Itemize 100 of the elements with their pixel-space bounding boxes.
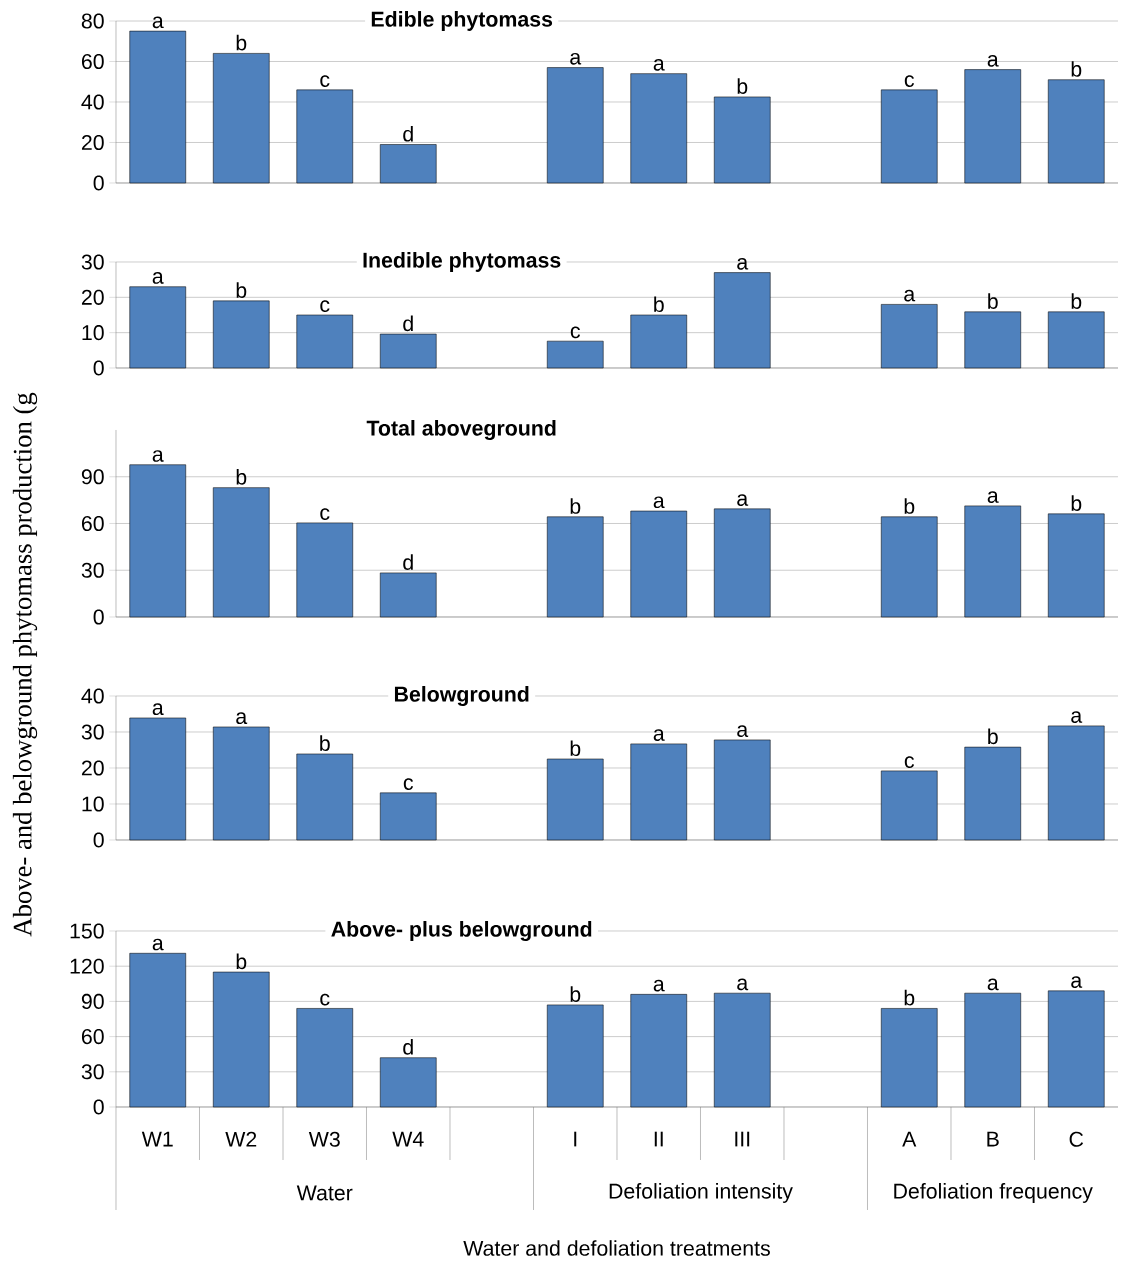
x-tick-label: W1 [141,1131,173,1147]
bar [379,792,437,841]
y-tick-label: 0 [93,832,104,848]
chart-title: Edible phytomass [371,11,553,31]
y-tick-label: 30 [81,1064,104,1080]
bar [713,992,771,1108]
data-label: b [737,78,748,94]
data-label: a [152,703,164,716]
bar [1047,990,1105,1108]
bar [630,73,688,184]
bar [129,286,187,369]
y-tick-label: 0 [93,609,104,625]
data-label: b [988,293,998,309]
bar [379,333,437,369]
data-label: a [987,54,999,67]
y-tick-label: 10 [82,325,104,341]
data-label: d [403,1039,413,1055]
data-label: a [1071,976,1083,988]
chart-title: Total aboveground [366,420,556,440]
data-label: d [403,315,413,332]
data-label: b [570,498,581,514]
data-label: a [1071,711,1083,723]
y-tick-label: 30 [81,254,104,270]
x-tick-label: W2 [225,1131,257,1147]
data-label: a [653,979,665,992]
data-label: b [988,728,998,745]
bar [1047,79,1105,184]
y-tick-label: 20 [81,289,104,305]
data-label: c [904,75,915,87]
data-label: d [403,554,413,570]
x-tick-label: I [574,1131,577,1147]
bar [713,96,771,184]
data-label: c [403,778,414,790]
y-tick-label: 0 [93,360,104,376]
text: Defoliation frequency [894,1183,1093,1203]
bar [880,304,938,369]
y-tick-label: 20 [81,760,104,776]
bar [1047,513,1105,618]
y-tick-label: 150 [70,923,104,939]
y-tick-label: 20 [81,134,104,151]
y-tick-label: 0 [93,1099,104,1115]
bar [713,739,771,841]
data-label: b [570,986,581,1002]
x-tick-label: II [654,1131,663,1147]
data-label: b [654,296,664,313]
bar [296,314,354,369]
x-axis-title: Water and defoliation treatments [463,1240,770,1256]
chart-title: Above- plus belowground [331,921,592,941]
data-label: b [1071,61,1082,77]
y-axis-title: Above- and belowground phytomass production (g [12,392,38,937]
data-label: a [737,494,749,506]
data-label: a [987,491,999,503]
y-tick-label: 120 [70,958,104,974]
bar [546,758,604,841]
y-tick-label: 90 [81,993,104,1009]
data-label: d [403,125,413,142]
bar [880,89,938,184]
x-tick-label: W4 [392,1131,424,1147]
data-label: b [320,735,330,752]
data-label: c [320,508,330,520]
y-tick-label: 40 [81,688,104,704]
data-label: a [653,59,665,71]
bar [1047,311,1105,369]
bar [129,717,187,841]
y-tick-label: 60 [81,515,104,532]
bar [630,314,688,369]
bar [546,516,604,618]
data-label: b [904,498,915,514]
bar [379,144,437,184]
y-tick-label: 40 [81,94,104,110]
data-label: a [152,450,164,462]
bar [212,300,270,369]
bar [964,69,1022,184]
data-label: b [236,953,247,970]
text: Defoliation intensity [609,1183,793,1203]
bar [212,53,270,184]
bar [546,1004,604,1108]
y-tick-label: 60 [81,53,104,70]
x-tick-label: C [1069,1131,1084,1147]
bar [546,67,604,184]
bar [964,992,1022,1108]
data-label: a [152,938,164,951]
bar [880,1008,938,1108]
data-label: a [570,52,582,65]
bar [129,464,187,618]
data-label: a [236,712,248,725]
data-label: b [570,740,581,757]
x-tick-label: B [987,1131,999,1147]
data-label: a [737,978,749,991]
bar [1047,725,1105,841]
text: Water [296,1185,353,1201]
data-label: a [737,257,749,270]
data-label: b [904,989,915,1006]
data-label: a [987,978,999,991]
bar [546,340,604,369]
bar [296,1008,354,1108]
x-tick-label: III [735,1131,750,1147]
bar [129,953,187,1108]
data-label: b [1071,495,1082,511]
data-label: c [320,993,330,1006]
